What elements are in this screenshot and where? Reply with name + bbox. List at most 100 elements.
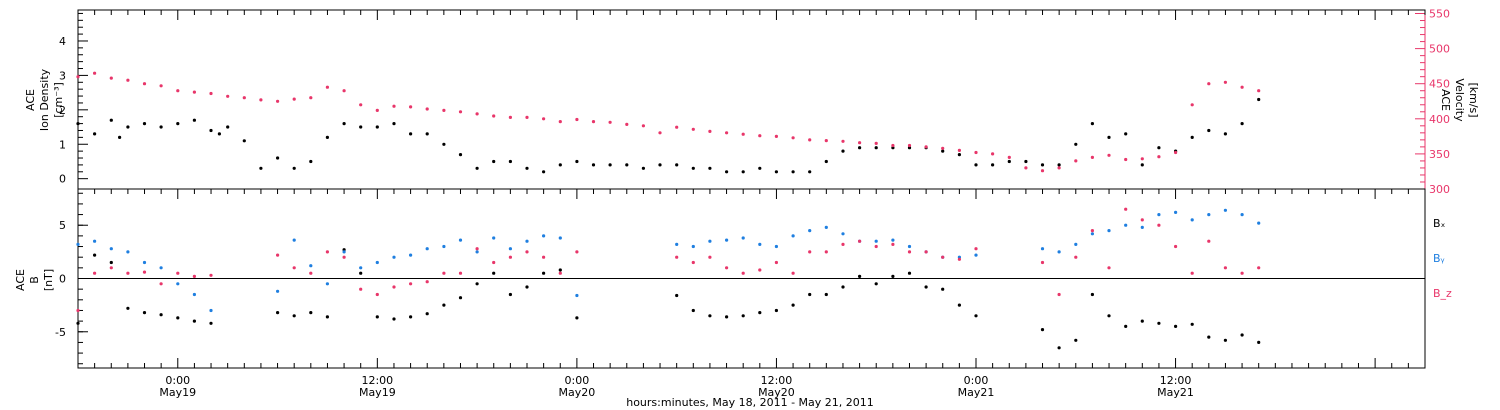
- bz-point: [691, 260, 695, 265]
- velocity-point: [392, 104, 396, 108]
- by-point: [874, 239, 878, 243]
- density-point: [874, 146, 878, 150]
- density-point: [259, 166, 263, 170]
- density-point: [1207, 128, 1211, 133]
- by-point: [192, 292, 196, 297]
- velocity-point: [841, 139, 845, 143]
- density-point: [209, 128, 213, 133]
- by-point: [392, 255, 396, 259]
- density-point: [591, 163, 596, 167]
- bottom-data-points: [76, 207, 1261, 350]
- by-point: [558, 236, 562, 240]
- velocity-point: [641, 124, 646, 128]
- velocity-point: [242, 96, 246, 100]
- b-tick-label: -5: [55, 326, 66, 339]
- bx-point: [558, 268, 562, 272]
- b-axis-label-line2: B: [28, 276, 41, 284]
- density-point: [442, 142, 446, 146]
- bx-point: [1140, 319, 1144, 323]
- velocity-point: [1140, 157, 1144, 161]
- time-tick-label: 12:00: [761, 374, 793, 387]
- density-point: [492, 159, 496, 164]
- b-tick-label: 5: [59, 219, 66, 232]
- density-tick-label: 3: [59, 69, 66, 82]
- bz-point: [209, 273, 213, 277]
- velocity-point: [774, 134, 779, 138]
- velocity-point: [525, 115, 529, 119]
- density-point: [242, 139, 246, 143]
- velocity-point: [192, 90, 196, 94]
- by-point: [907, 244, 912, 249]
- bz-point: [1090, 229, 1094, 233]
- velocity-point: [1190, 103, 1194, 107]
- velocity-point: [974, 150, 978, 155]
- bx-point: [292, 314, 296, 318]
- density-point: [142, 122, 147, 126]
- bx-point: [874, 282, 878, 286]
- date-tick-label: May20: [758, 386, 795, 399]
- velocity-point: [957, 148, 962, 152]
- bz-point: [325, 250, 329, 254]
- bx-point: [1174, 324, 1178, 328]
- time-tick-label: 12:00: [1160, 374, 1192, 387]
- bz-point: [774, 260, 779, 265]
- bx-point: [475, 282, 479, 286]
- bx-point: [392, 317, 396, 321]
- density-point: [758, 166, 762, 170]
- density-point: [1140, 163, 1144, 167]
- bx-point: [93, 253, 97, 257]
- density-point: [691, 166, 695, 170]
- velocity-point: [824, 139, 828, 143]
- velocity-point: [425, 107, 429, 111]
- density-point: [1040, 163, 1045, 167]
- velocity-point: [359, 103, 363, 107]
- bz-point: [342, 255, 346, 259]
- by-point: [791, 234, 795, 238]
- bz-point: [1257, 266, 1261, 270]
- bz-point: [109, 266, 113, 270]
- by-point: [1207, 213, 1211, 217]
- density-point: [375, 125, 379, 129]
- density-point: [675, 163, 679, 167]
- bx-point: [675, 293, 679, 298]
- density-point: [725, 170, 729, 174]
- bx-point: [525, 285, 529, 289]
- velocity-point: [76, 75, 80, 79]
- by-point: [708, 239, 712, 243]
- bx-point: [924, 285, 928, 289]
- velocity-point: [558, 120, 562, 124]
- velocity-point: [1223, 80, 1227, 84]
- density-point: [542, 170, 546, 174]
- density-point: [1240, 122, 1244, 126]
- by-point: [1057, 250, 1061, 254]
- bx-point: [1040, 328, 1045, 332]
- by-point: [1157, 213, 1161, 217]
- by-point: [542, 234, 546, 238]
- top-panel-frame: [77, 9, 1426, 190]
- bz-point: [907, 250, 912, 254]
- legend-bz: B_z: [1433, 287, 1452, 300]
- density-axis-label-line2: Ion Density: [38, 68, 51, 131]
- bz-point: [1207, 239, 1211, 243]
- velocity-point: [691, 127, 695, 131]
- density-point: [1190, 135, 1194, 139]
- bx-point: [758, 311, 762, 315]
- velocity-point: [142, 82, 147, 86]
- density-point: [1074, 142, 1078, 146]
- bx-point: [142, 311, 147, 315]
- density-point: [325, 135, 329, 139]
- bx-point: [691, 308, 695, 313]
- density-point: [907, 146, 912, 150]
- velocity-point: [941, 146, 945, 150]
- velocity-point: [259, 98, 263, 102]
- bz-point: [891, 242, 895, 246]
- density-point: [1257, 97, 1261, 102]
- velocity-point: [608, 120, 612, 124]
- bz-point: [176, 271, 180, 275]
- by-point: [209, 308, 213, 313]
- density-point: [475, 166, 479, 170]
- bx-point: [1124, 324, 1128, 328]
- by-point: [1140, 225, 1144, 229]
- velocity-axis-label-line2: Velocity: [1453, 78, 1466, 122]
- bx-point: [542, 271, 546, 275]
